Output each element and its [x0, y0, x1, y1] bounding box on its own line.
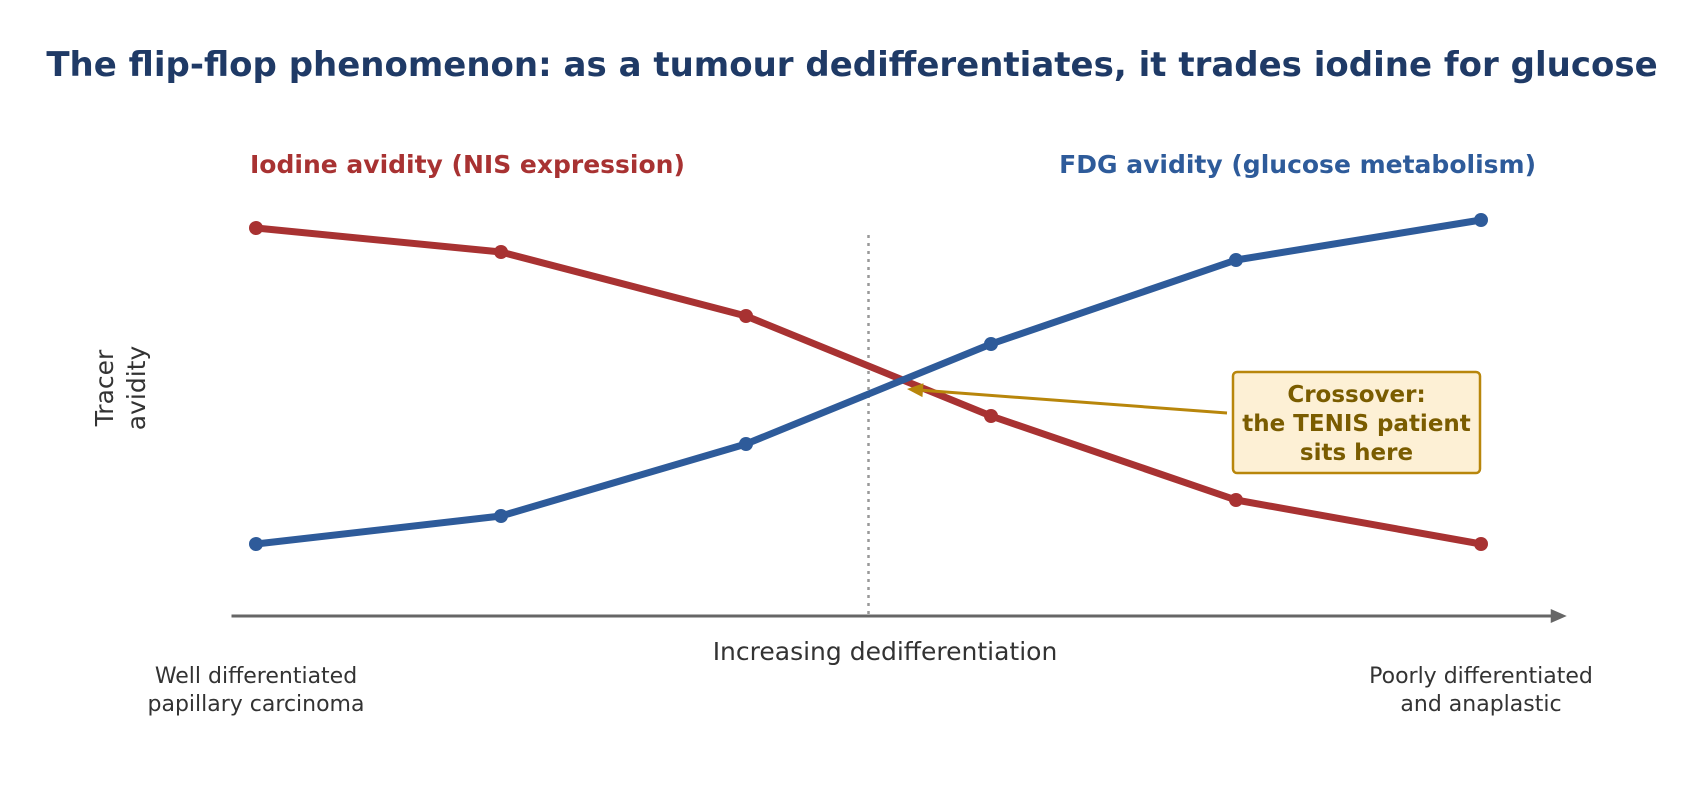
y-axis-label-line-1: Tracer — [90, 349, 119, 427]
series-line-1 — [252, 216, 1485, 548]
x-tick-label-1: Poorly differentiated and anaplastic — [1369, 664, 1593, 717]
series-layer — [249, 213, 1488, 551]
data-point-0-1 — [494, 245, 508, 259]
x-axis — [231, 609, 1567, 623]
x-tick-label-1-line-0: Poorly differentiated — [1369, 664, 1593, 689]
chart-title: The flip-flop phenomenon: as a tumour de… — [46, 45, 1657, 85]
data-point-1-3 — [984, 337, 998, 351]
data-point-0-5 — [1474, 537, 1488, 551]
legend-label-fdg: FDG avidity (glucose metabolism) — [1059, 150, 1536, 179]
legend-label-iodine: Iodine avidity (NIS expression) — [250, 150, 685, 179]
series-0 — [249, 221, 1488, 551]
crossover-annotation: Crossover: the TENIS patient sits here — [907, 370, 1482, 475]
y-axis-label-line-2: avidity — [122, 346, 151, 431]
x-tick-label-0-line-1: papillary carcinoma — [148, 692, 365, 717]
data-point-1-0 — [249, 537, 263, 551]
series-1 — [249, 213, 1488, 551]
x-axis-arrowhead — [1550, 609, 1567, 623]
annotation-line-2: sits here — [1300, 440, 1413, 466]
annotation-box — [1231, 370, 1482, 475]
series-line-0 — [252, 224, 1485, 548]
y-axis-label: Tracer avidity — [90, 346, 151, 431]
x-tick-label-1-line-1: and anaplastic — [1400, 692, 1561, 717]
data-point-0-2 — [739, 309, 753, 323]
annotation-arrow-line — [918, 388, 1228, 415]
data-point-0-4 — [1229, 493, 1243, 507]
data-point-1-4 — [1229, 253, 1243, 267]
annotation-line-1: the TENIS patient — [1242, 411, 1471, 437]
annotation-line-0: Crossover: — [1287, 382, 1425, 408]
data-point-1-2 — [739, 437, 753, 451]
data-point-0-0 — [249, 221, 263, 235]
data-point-1-5 — [1474, 213, 1488, 227]
x-tick-label-0-line-0: Well differentiated — [155, 664, 357, 689]
data-point-0-3 — [984, 409, 998, 423]
data-point-1-1 — [494, 509, 508, 523]
x-axis-label: Increasing dedifferentiation — [713, 637, 1058, 666]
annotation-arrowhead — [907, 383, 924, 398]
x-tick-labels: Well differentiated papillary carcinoma Po… — [148, 664, 1593, 717]
x-tick-label-0: Well differentiated papillary carcinoma — [148, 664, 365, 717]
